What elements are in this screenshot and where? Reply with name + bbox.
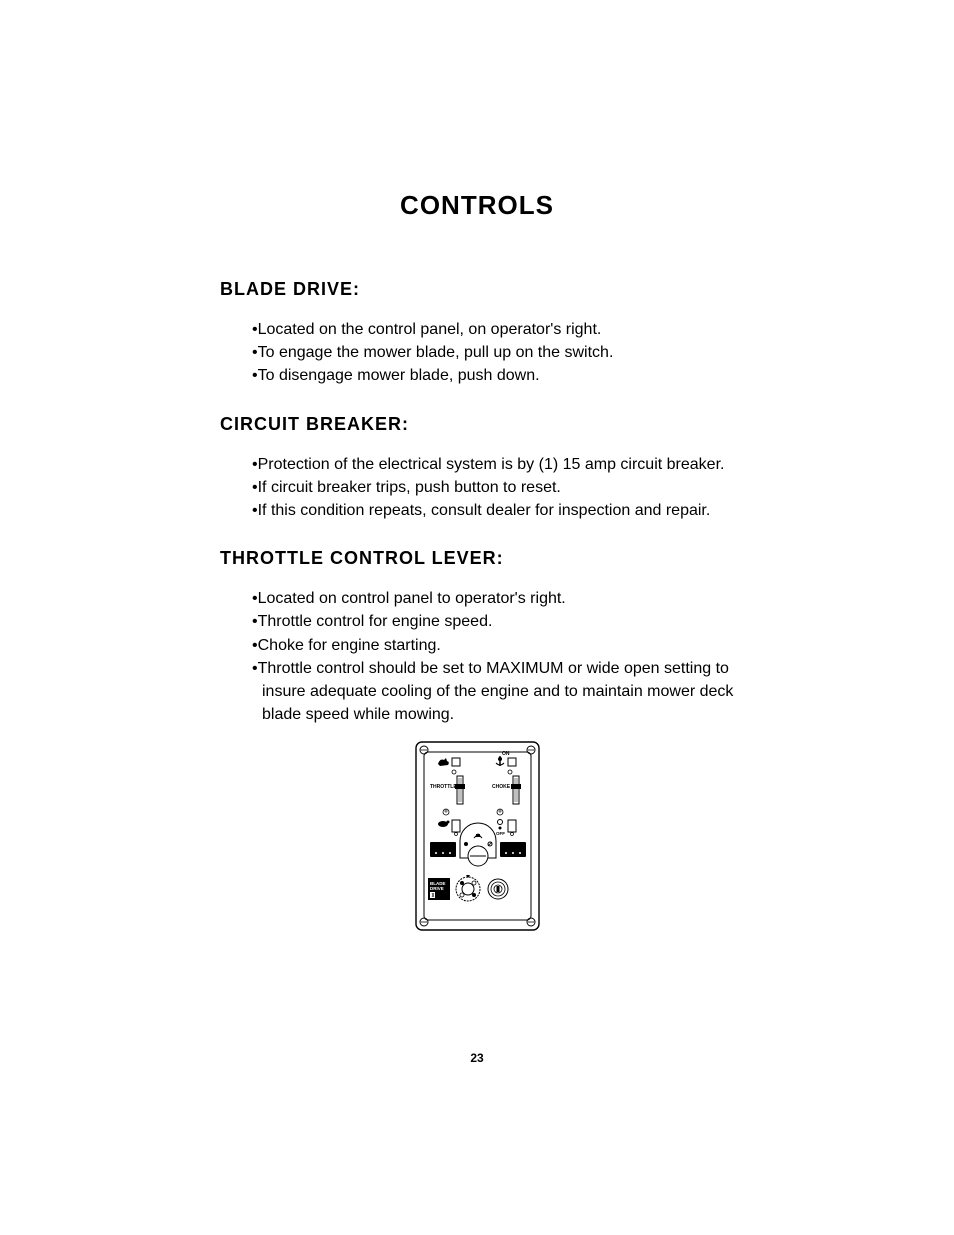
bullet-item: Protection of the electrical system is b… (252, 453, 734, 476)
control-panel-figure: ON THROTTLE CHOKE (220, 738, 734, 934)
page-title: CONTROLS (220, 190, 734, 221)
label-off: OFF (496, 831, 505, 836)
bullet-item: To engage the mower blade, pull up on th… (252, 341, 734, 364)
label-throttle: THROTTLE (430, 784, 457, 790)
control-panel-diagram: ON THROTTLE CHOKE (410, 738, 545, 934)
bullet-item: To disengage mower blade, push down. (252, 364, 734, 387)
section-heading-throttle: THROTTLE CONTROL LEVER: (220, 548, 734, 569)
document-page: CONTROLS BLADE DRIVE: Located on the con… (0, 0, 954, 1235)
section-heading-circuit-breaker: CIRCUIT BREAKER: (220, 414, 734, 435)
bullet-list: Protection of the electrical system is b… (220, 453, 734, 523)
bullet-item: Choke for engine starting. (252, 634, 734, 657)
bullet-item: Located on control panel to operator's r… (252, 587, 734, 610)
bullet-list: Located on control panel to operator's r… (220, 587, 734, 726)
bullet-list: Located on the control panel, on operato… (220, 318, 734, 388)
section-heading-blade-drive: BLADE DRIVE: (220, 279, 734, 300)
page-number: 23 (0, 1051, 954, 1065)
bullet-item: If this condition repeats, consult deale… (252, 499, 734, 522)
label-on: ON (502, 751, 510, 757)
label-drive: DRIVE (430, 886, 444, 891)
bullet-item: If circuit breaker trips, push button to… (252, 476, 734, 499)
bullet-item: Throttle control for engine speed. (252, 610, 734, 633)
label-choke: CHOKE (492, 784, 511, 790)
bullet-item: Throttle control should be set to MAXIMU… (252, 657, 734, 727)
bullet-item: Located on the control panel, on operato… (252, 318, 734, 341)
